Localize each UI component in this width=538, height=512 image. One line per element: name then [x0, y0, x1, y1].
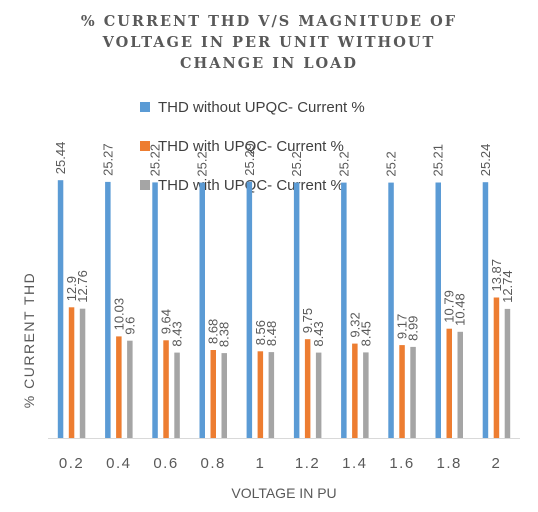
data-label: 8.38: [217, 322, 232, 347]
bar: [482, 182, 489, 438]
data-label: 8.56: [253, 320, 268, 345]
data-label: 25.29: [242, 143, 257, 176]
data-label: 9.32: [347, 312, 362, 337]
data-label: 10.03: [111, 298, 126, 331]
bar: [105, 181, 111, 438]
bar: [341, 182, 347, 438]
bar: [352, 343, 358, 438]
bar: [246, 181, 253, 438]
data-label: 25.2: [384, 151, 399, 176]
x-tick-label: 0.4: [106, 455, 131, 472]
legend-swatch: [140, 141, 150, 151]
bar: [410, 346, 416, 438]
x-tick-label: 0.8: [201, 455, 226, 472]
data-label: 8.68: [206, 319, 221, 344]
data-label: 25.44: [53, 142, 68, 175]
bar: [257, 351, 264, 438]
data-label: 10.79: [442, 290, 457, 323]
y-axis-title: % CURRENT THD: [21, 272, 37, 408]
bar: [293, 182, 300, 438]
data-label: 9.64: [159, 309, 174, 334]
bar: [493, 297, 500, 438]
data-label: 25.2: [289, 151, 304, 176]
bar: [504, 308, 511, 438]
legend-label: THD without UPQC- Current %: [158, 99, 365, 116]
data-label: 9.6: [122, 317, 137, 335]
data-label: 8.99: [406, 316, 421, 341]
data-label: 8.43: [311, 321, 326, 346]
bar: [457, 331, 463, 438]
bar: [268, 352, 275, 438]
data-label: 25.21: [431, 144, 446, 177]
data-label: 8.45: [358, 321, 373, 346]
x-tick-label: 1.6: [389, 455, 414, 472]
x-axis-title: VOLTAGE IN PU: [231, 485, 336, 501]
legend-swatch: [140, 180, 150, 190]
x-tick-label: 1.2: [295, 455, 320, 472]
bar: [221, 353, 227, 438]
data-label: 25.2: [336, 151, 351, 176]
legend-swatch: [140, 102, 150, 112]
bar: [210, 350, 216, 438]
data-label: 12.9: [64, 276, 79, 301]
data-label: 9.75: [300, 308, 315, 333]
chart-title-line: % CURRENT THD V/S MAGNITUDE OF: [81, 13, 457, 30]
data-label: 25.24: [478, 144, 493, 177]
bar: [304, 339, 311, 438]
chart-title-line: VOLTAGE IN PER UNIT WITHOUT: [102, 34, 436, 51]
data-label: 8.43: [170, 321, 185, 346]
bar: [446, 328, 452, 438]
data-label: 10.48: [453, 293, 468, 326]
bar: [116, 336, 122, 438]
data-label: 25.2: [195, 151, 210, 176]
x-axis-ticks: 0.2 0.4 0.6 0.8 1 1.2 1.4 1.6 1.8 2: [59, 455, 501, 472]
data-label: 8.48: [264, 321, 279, 346]
x-tick-label: 0.6: [153, 455, 178, 472]
bar: [163, 340, 169, 438]
bar: [127, 340, 133, 438]
bar: [57, 180, 64, 438]
bar: [399, 345, 405, 438]
data-label: 25.27: [100, 143, 115, 176]
x-tick-label: 1: [255, 455, 265, 472]
x-tick-label: 0.2: [59, 455, 84, 472]
bar: [79, 308, 86, 438]
data-label: 25.22: [148, 144, 163, 177]
x-tick-label: 1.8: [437, 455, 462, 472]
chart-title: % CURRENT THD V/S MAGNITUDE OF VOLTAGE IN…: [81, 13, 457, 72]
bar: [315, 352, 322, 438]
data-label: 13.87: [489, 259, 504, 292]
x-tick-label: 1.4: [342, 455, 367, 472]
bar: [152, 182, 158, 438]
data-label: 12.76: [75, 270, 90, 303]
bar: [68, 307, 75, 438]
bar: [363, 352, 369, 438]
plot-area: 25.4412.912.7625.2710.039.625.229.648.43…: [53, 142, 515, 438]
data-label: 9.17: [395, 314, 410, 339]
chart-title-line: CHANGE IN LOAD: [180, 55, 358, 72]
data-label: 12.74: [500, 270, 515, 303]
bar: [388, 182, 394, 438]
legend-label: THD with UPQC- Current %: [158, 138, 344, 155]
bar: [199, 182, 205, 438]
bar: [435, 182, 441, 438]
x-tick-label: 2: [491, 455, 501, 472]
bar: [174, 352, 180, 438]
